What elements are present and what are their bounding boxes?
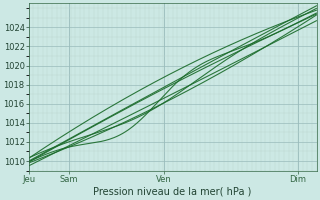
X-axis label: Pression niveau de la mer( hPa ): Pression niveau de la mer( hPa )	[93, 187, 252, 197]
